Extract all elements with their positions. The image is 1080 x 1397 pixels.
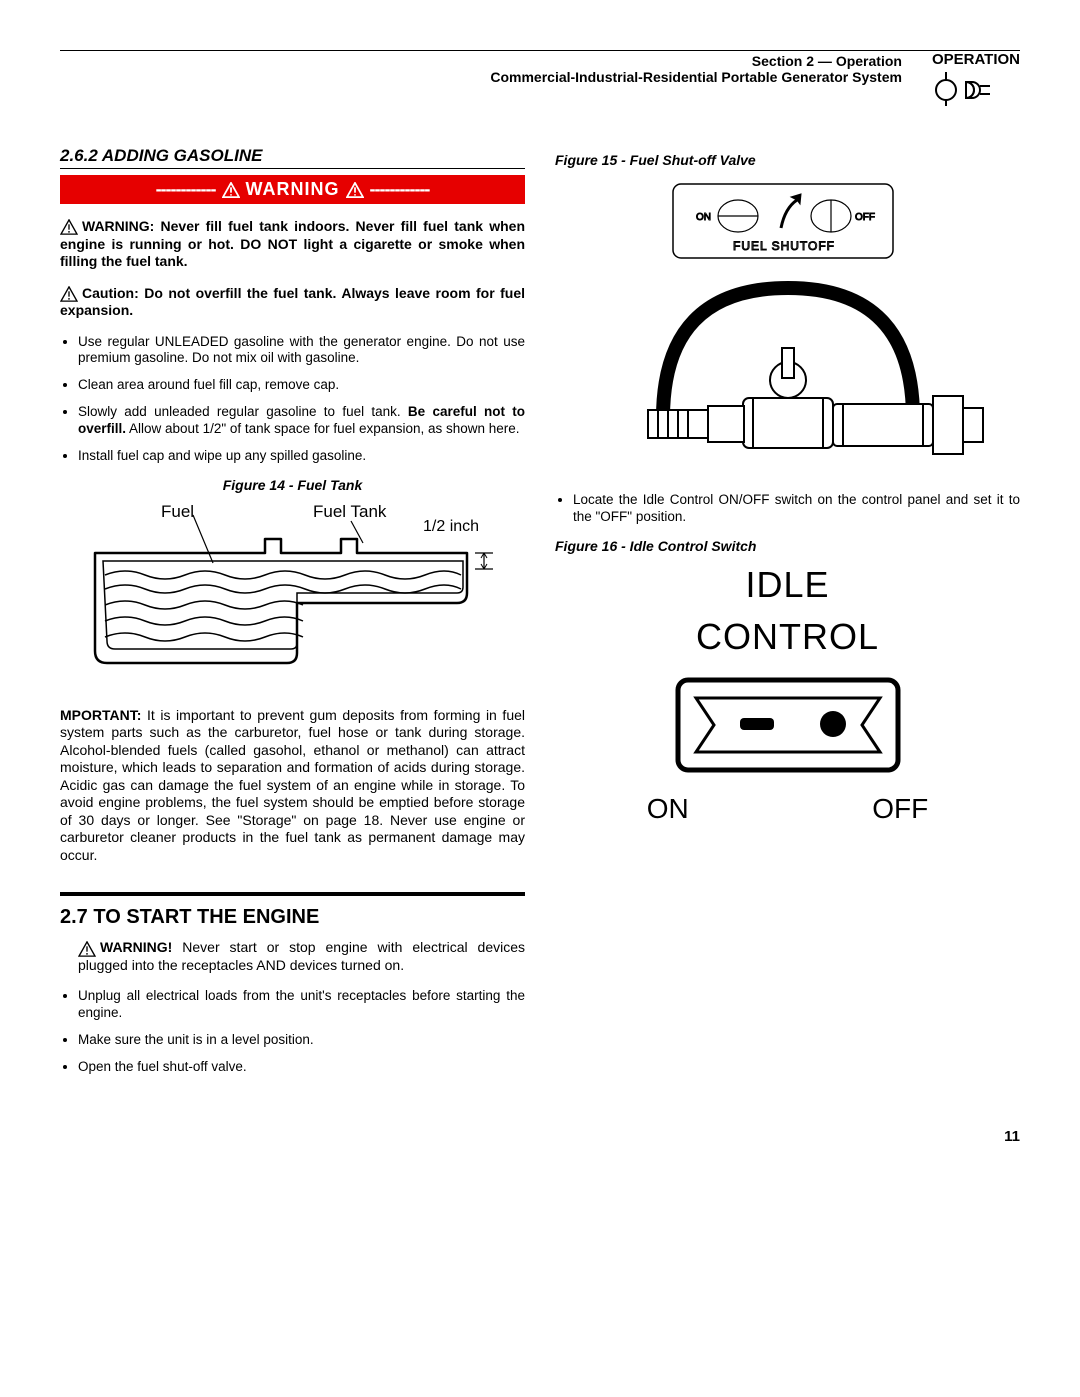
- important-body: It is important to prevent gum deposits …: [60, 707, 525, 863]
- header-text: Section 2 — Operation Commercial-Industr…: [490, 51, 902, 85]
- on-label: ON: [696, 212, 711, 223]
- list-item: Make sure the unit is in a level positio…: [78, 1032, 525, 1049]
- idle-off-label: OFF: [872, 793, 928, 825]
- rocker-switch-icon: [668, 670, 908, 780]
- page-header: Section 2 — Operation Commercial-Industr…: [60, 50, 1020, 106]
- list-item: Locate the Idle Control ON/OFF switch on…: [573, 492, 1020, 526]
- warning-triangle-icon: [222, 182, 240, 198]
- locate-bullet-list: Locate the Idle Control ON/OFF switch on…: [555, 492, 1020, 526]
- right-column: Figure 15 - Fuel Shut-off Valve ON OFF F…: [555, 146, 1020, 1088]
- warning-dash-left: ------------: [156, 179, 216, 200]
- list-item: Slowly add unleaded regular gasoline to …: [78, 404, 525, 438]
- idle-control-diagram: IDLE CONTROL ON OFF: [555, 564, 1020, 825]
- list-item: Clean area around fuel fill cap, remove …: [78, 377, 525, 394]
- list-item: Install fuel cap and wipe up any spilled…: [78, 448, 525, 465]
- plug-icon: [932, 72, 992, 106]
- idle-title-1: IDLE: [555, 564, 1020, 606]
- warning-triangle-icon: [346, 182, 364, 198]
- page-number: 11: [60, 1128, 1020, 1145]
- header-badge-text: OPERATION: [932, 51, 1020, 68]
- off-label: OFF: [855, 212, 875, 223]
- half-inch-label: 1/2 inch: [423, 518, 479, 535]
- warning-bar-text: WARNING: [246, 179, 340, 200]
- section-27-title: 2.7 TO START THE ENGINE: [60, 906, 525, 929]
- fuel-label: Fuel: [161, 503, 194, 521]
- start-warning: WARNING! Never start or stop engine with…: [60, 939, 525, 974]
- header-badge: OPERATION: [932, 51, 1020, 106]
- start-bullets: Unplug all electrical loads from the uni…: [60, 988, 525, 1076]
- bullet-text-b: Allow about 1/2" of tank space for fuel …: [126, 421, 520, 436]
- fig14-caption: Figure 14 - Fuel Tank: [60, 477, 525, 493]
- fuel-shutoff-diagram: ON OFF FUEL SHUTOFF: [573, 178, 1003, 478]
- list-item: Unplug all electrical loads from the uni…: [78, 988, 525, 1022]
- header-subtitle: Commercial-Industrial-Residential Portab…: [490, 69, 902, 85]
- warning-triangle-icon: [60, 286, 78, 302]
- warning-para: WARNING: Never fill fuel tank indoors. N…: [60, 218, 525, 271]
- important-para: MPORTANT: It is important to prevent gum…: [60, 707, 525, 865]
- shutoff-label: FUEL SHUTOFF: [733, 239, 835, 253]
- list-item: Use regular UNLEADED gasoline with the g…: [78, 334, 525, 368]
- list-item: Open the fuel shut-off valve.: [78, 1059, 525, 1076]
- important-lead: MPORTANT:: [60, 707, 141, 723]
- bullet-text-a: Slowly add unleaded regular gasoline to …: [78, 404, 408, 419]
- gasoline-bullets: Use regular UNLEADED gasoline with the g…: [60, 334, 525, 465]
- idle-on-label: ON: [647, 793, 689, 825]
- warning-triangle-icon: [78, 941, 96, 957]
- section-262-title: 2.6.2 ADDING GASOLINE: [60, 146, 525, 169]
- warning-triangle-icon: [60, 219, 78, 235]
- caution-para-text: Caution: Do not overfill the fuel tank. …: [60, 285, 525, 319]
- fuel-tank-diagram: Fuel Fuel Tank 1/2 inch: [83, 503, 503, 693]
- fuel-tank-label: Fuel Tank: [313, 503, 387, 521]
- fig16-caption: Figure 16 - Idle Control Switch: [555, 538, 1020, 554]
- warning-dash-right: ------------: [370, 179, 430, 200]
- fig15-caption: Figure 15 - Fuel Shut-off Valve: [555, 152, 1020, 168]
- start-warning-lead: WARNING!: [100, 939, 172, 955]
- left-column: 2.6.2 ADDING GASOLINE ------------ WARNI…: [60, 146, 525, 1088]
- section-divider: [60, 892, 525, 896]
- caution-para: Caution: Do not overfill the fuel tank. …: [60, 285, 525, 320]
- idle-title-2: CONTROL: [555, 616, 1020, 658]
- header-section: Section 2 — Operation: [490, 53, 902, 69]
- warning-para-text: WARNING: Never fill fuel tank indoors. N…: [60, 218, 525, 269]
- warning-bar: ------------ WARNING ------------: [60, 175, 525, 204]
